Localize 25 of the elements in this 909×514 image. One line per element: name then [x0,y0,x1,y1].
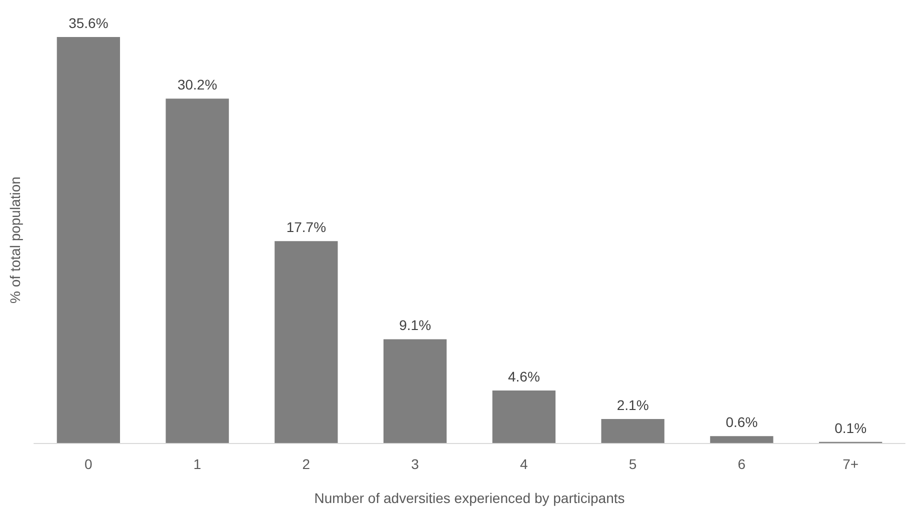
x-tick-label: 1 [193,456,202,472]
data-label: 2.1% [616,397,649,414]
bar [710,436,774,443]
data-label: 17.7% [286,219,326,236]
data-label: 0.6% [726,414,758,430]
x-tick-label: 5 [628,456,637,472]
x-tick-label: 6 [738,456,746,472]
x-axis-title: Number of adversities experienced by participants [314,490,625,506]
bar [56,37,120,443]
bar [601,419,664,443]
x-tick-label: 7+ [842,456,859,472]
x-tick-label: 0 [84,456,93,472]
y-axis-title: % of total population [7,176,23,304]
data-label: 4.6% [508,368,540,385]
bar [274,241,338,443]
data-label: 9.1% [399,317,432,334]
x-tick-label: 2 [302,456,310,472]
data-label: 0.1% [834,420,867,436]
bar [166,98,229,443]
x-tick-label: 3 [411,456,420,472]
data-label: 30.2% [177,76,218,93]
bar [492,390,556,443]
data-label: 35.6% [68,15,108,31]
bar [383,339,447,443]
x-tick-label: 4 [520,456,528,472]
